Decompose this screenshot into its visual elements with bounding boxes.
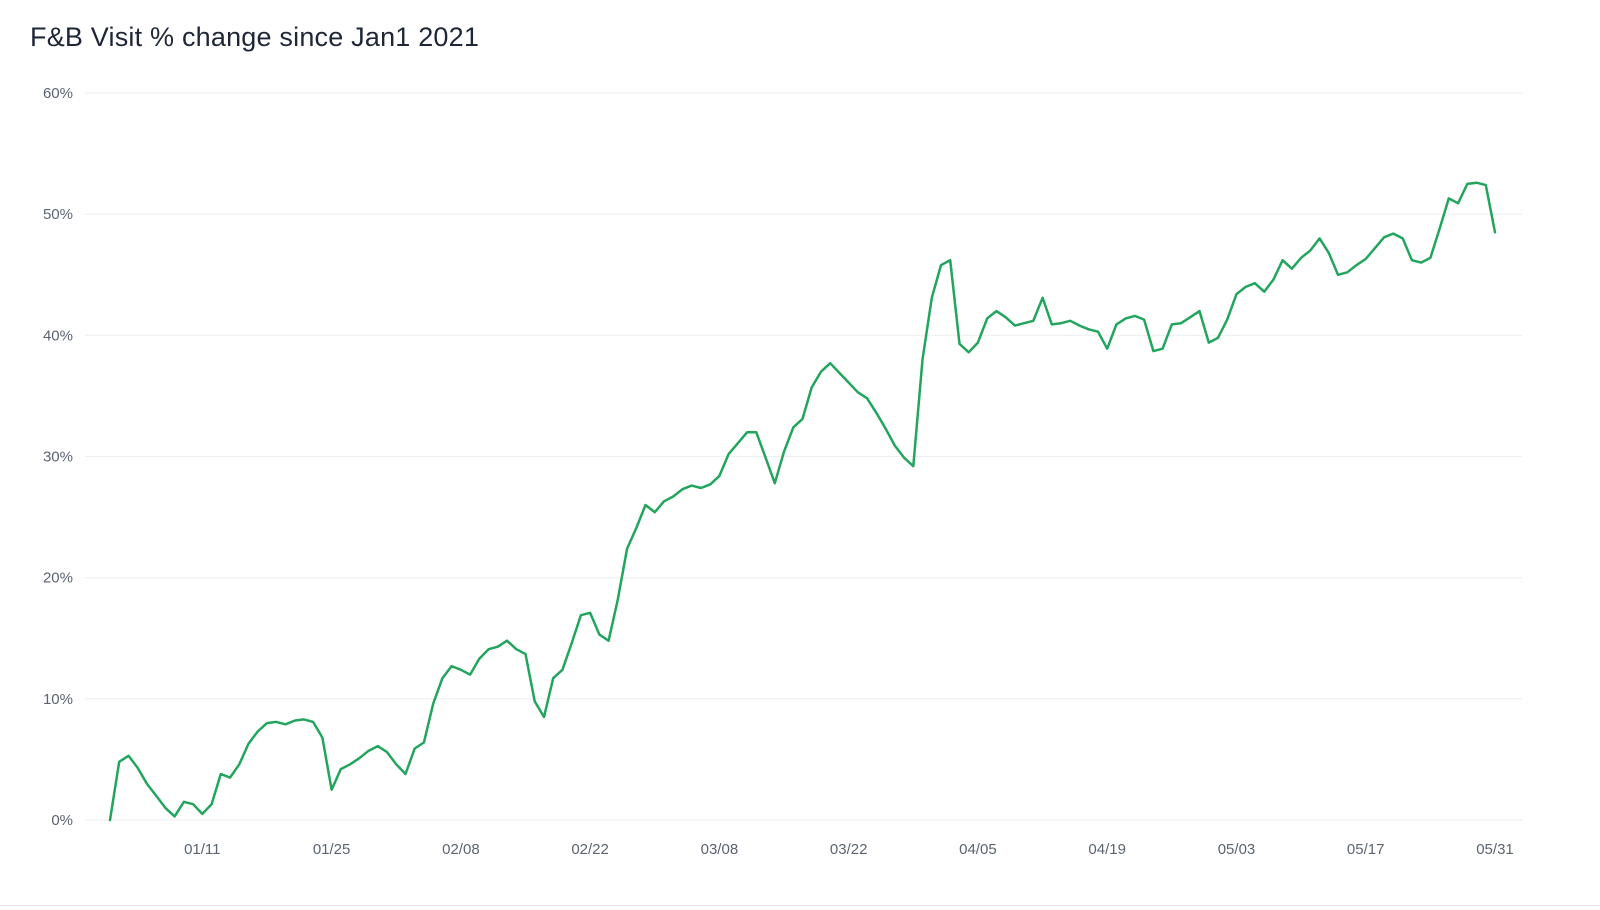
y-tick-label: 20%	[43, 570, 73, 587]
x-tick-label: 02/22	[571, 841, 609, 858]
y-tick-label: 30%	[43, 449, 73, 466]
y-tick-label: 0%	[51, 812, 73, 829]
y-tick-label: 10%	[43, 691, 73, 708]
x-tick-label: 04/05	[959, 841, 997, 858]
x-tick-label: 01/11	[184, 841, 220, 858]
x-tick-label: 05/03	[1218, 841, 1256, 858]
x-tick-label: 02/08	[442, 841, 480, 858]
y-tick-label: 40%	[43, 327, 73, 344]
x-tick-label: 03/08	[701, 841, 739, 858]
x-tick-label: 05/17	[1347, 841, 1385, 858]
line-series	[108, 181, 1497, 822]
chart-title: F&B Visit % change since Jan1 2021	[30, 22, 480, 52]
x-tick-label: 03/22	[830, 841, 868, 858]
y-tick-label: 60%	[43, 85, 73, 102]
x-tick-label: 05/31	[1476, 841, 1514, 858]
x-tick-label: 04/19	[1088, 841, 1126, 858]
y-tick-label: 50%	[43, 206, 73, 223]
x-tick-label: 01/25	[313, 841, 351, 858]
bottom-divider	[0, 905, 1600, 906]
